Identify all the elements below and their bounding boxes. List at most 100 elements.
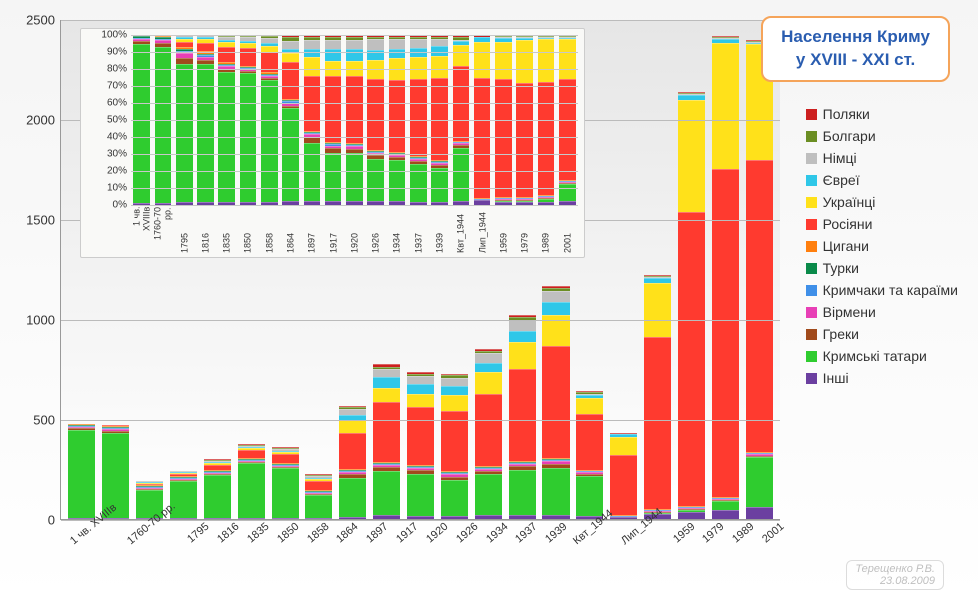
inset-xlabel: Лип_1944 <box>472 207 493 255</box>
bar-segment-rosiyany <box>373 402 400 462</box>
legend-item-turky: Турки <box>806 260 958 276</box>
xlabel: 1917 <box>392 519 423 547</box>
xlabel: 1979 <box>698 519 729 547</box>
bar-segment-tatary <box>305 495 332 518</box>
main-xlabels: 1 чв. XVIIIв1760-70 рр.17951816183518501… <box>60 522 780 534</box>
xlabel: 1897 <box>362 519 393 547</box>
bar-segment-rosiyany <box>407 407 434 465</box>
xlabel: 1989 <box>728 519 759 547</box>
legend-item-nimtsi: Німці <box>806 150 958 166</box>
inset-segment-ukraintsi <box>538 39 555 82</box>
bar-segment-tatary <box>68 430 95 518</box>
inset-segment-ukraintsi <box>282 53 299 63</box>
inset-segment-nimtsi <box>304 40 321 50</box>
xlabel: 1920 <box>422 519 453 547</box>
legend-item-polyaky: Поляки <box>806 106 958 122</box>
inset-segment-tatary <box>176 64 193 202</box>
inset-xlabel: 1989 <box>535 207 556 255</box>
inset-segment-nimtsi <box>431 39 448 47</box>
legend-swatch <box>806 219 817 230</box>
xlabel: 1939 <box>541 519 572 547</box>
bar-segment-ukraintsi <box>475 372 502 394</box>
bar-segment-nimtsi <box>509 320 536 330</box>
inset-plot: 0%10%20%30%40%50%60%70%80%90%100% <box>131 35 578 205</box>
bar-segment-yevrei <box>407 384 434 394</box>
legend-item-ukraintsi: Українці <box>806 194 958 210</box>
legend-item-tsygany: Цигани <box>806 238 958 254</box>
bar-segment-nimtsi <box>475 353 502 363</box>
legend-item-inshi: Інші <box>806 370 958 386</box>
inset-xlabel: 1926 <box>365 207 386 255</box>
bar <box>339 406 366 519</box>
inset-segment-ukraintsi <box>453 45 470 66</box>
inset-chart: 0%10%20%30%40%50%60%70%80%90%100% 1 чв. … <box>80 28 585 258</box>
inset-ytick: 10% <box>107 183 131 194</box>
legend-label: Євреї <box>823 172 860 188</box>
bar-segment-inshi <box>170 518 197 519</box>
bar <box>610 433 637 519</box>
xlabel: 2001 <box>758 519 789 547</box>
inset-xlabel: 1939 <box>429 207 450 255</box>
inset-segment-tatary <box>431 168 448 202</box>
inset-xlabel: 1835 <box>216 207 237 255</box>
inset-ytick: 60% <box>107 98 131 109</box>
bar <box>204 459 231 519</box>
legend-item-bolgary: Болгари <box>806 128 958 144</box>
legend-label: Українці <box>823 194 876 210</box>
bar-segment-tatary <box>576 476 603 516</box>
inset-segment-rosiyany <box>559 79 576 180</box>
legend-item-yevrei: Євреї <box>806 172 958 188</box>
inset-ytick: 0% <box>113 200 131 211</box>
inset-segment-nimtsi <box>325 40 342 49</box>
legend-item-tatary: Кримські татари <box>806 348 958 364</box>
inset-segment-tatary <box>367 159 384 201</box>
bar-segment-rosiyany <box>610 455 637 515</box>
legend-swatch <box>806 131 817 142</box>
inset-xlabel: 1 чв. XVIIIв <box>131 207 152 255</box>
bar-segment-inshi <box>204 518 231 519</box>
bar-segment-nimtsi <box>542 291 569 301</box>
inset-xlabel: 1816 <box>195 207 216 255</box>
inset-segment-rosiyany <box>516 83 533 197</box>
legend-swatch <box>806 197 817 208</box>
xlabel: 1934 <box>482 519 513 547</box>
xlabel: 1835 <box>243 519 274 547</box>
inset-segment-ukraintsi <box>495 42 512 79</box>
ytick: 0 <box>48 513 61 528</box>
inset-segment-tatary <box>197 64 214 202</box>
inset-ytick: 40% <box>107 132 131 143</box>
inset-segment-tatary <box>346 153 363 202</box>
attribution-name: Терещенко Р.В. <box>855 563 935 575</box>
inset-segment-tatary <box>133 44 150 203</box>
inset-xlabel: 1979 <box>514 207 535 255</box>
bar <box>68 424 95 519</box>
bar <box>305 474 332 519</box>
inset-segment-ukraintsi <box>304 57 321 77</box>
inset-xlabel: 1937 <box>408 207 429 255</box>
bar-segment-tatary <box>204 475 231 518</box>
inset-segment-nimtsi <box>367 39 384 49</box>
inset-ytick: 30% <box>107 149 131 160</box>
inset-ytick: 50% <box>107 115 131 126</box>
attribution-date: 23.08.2009 <box>855 575 935 587</box>
inset-segment-rosiyany <box>197 43 214 52</box>
inset-segment-rosiyany <box>474 78 491 198</box>
title-line2: у XVIII - XXI ст. <box>781 49 930 72</box>
bar-segment-rosiyany <box>746 160 773 452</box>
inset-ytick: 100% <box>101 30 131 41</box>
bar <box>576 391 603 519</box>
bar-segment-ukraintsi <box>576 398 603 414</box>
bar-segment-yevrei <box>373 377 400 387</box>
bar <box>407 372 434 519</box>
inset-xlabel: 1920 <box>344 207 365 255</box>
bar-segment-ukraintsi <box>441 395 468 411</box>
bar-segment-yevrei <box>441 386 468 395</box>
title-line1: Населення Криму <box>781 26 930 49</box>
inset-segment-nimtsi <box>346 40 363 49</box>
inset-segment-rosiyany <box>410 79 427 156</box>
legend-label: Німці <box>823 150 857 166</box>
inset-segment-rosiyany <box>218 47 235 62</box>
inset-segment-tatary <box>453 148 470 201</box>
xlabel: 1850 <box>273 519 304 547</box>
inset-segment-tatary <box>261 80 278 202</box>
